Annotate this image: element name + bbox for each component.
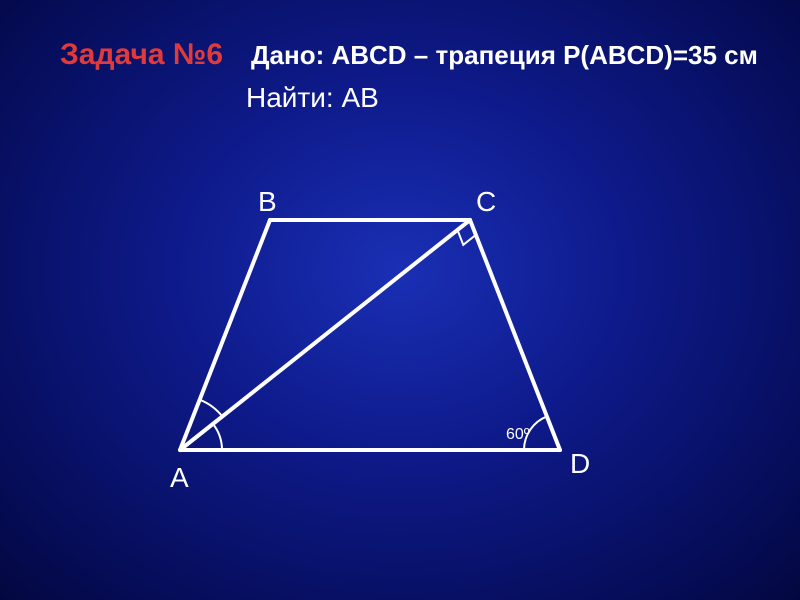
find-text: Найти: АВ — [246, 82, 379, 114]
problem-number: Задача №6 — [60, 38, 223, 72]
vertex-label-d: D — [570, 448, 590, 480]
trapezoid-svg — [150, 160, 650, 540]
vertex-label-a: A — [170, 462, 189, 494]
angle-d-label: 60º — [506, 426, 530, 444]
given-text: Дано: ABCD – трапеция P(ABCD)=35 см — [251, 40, 758, 71]
trapezoid-diagram: A B C D 60º — [150, 160, 650, 540]
vertex-label-b: B — [258, 186, 277, 218]
vertex-label-c: C — [476, 186, 496, 218]
